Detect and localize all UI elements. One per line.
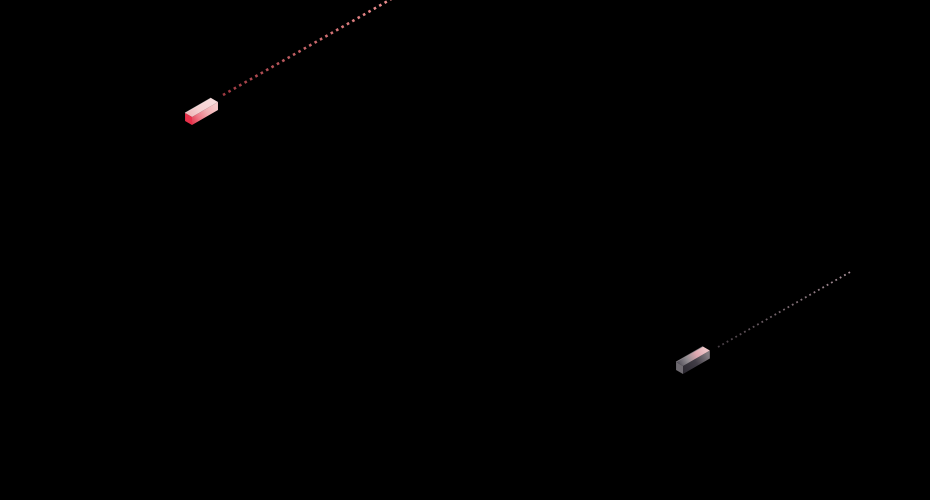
- gray-projectile-top-face: [676, 346, 710, 366]
- red-projectile[interactable]: [184, 97, 218, 125]
- gray-projectile-trajectory: [717, 270, 853, 348]
- red-projectile-trajectory: [222, 0, 393, 97]
- gray-projectile[interactable]: [675, 346, 710, 375]
- red-projectile-top-face: [185, 98, 218, 117]
- red-projectile-edge-highlight: [184, 97, 212, 114]
- gray-projectile-edge-highlight: [675, 346, 704, 363]
- gray-projectile-front-face: [683, 350, 710, 374]
- red-projectile-end-cap: [185, 113, 192, 125]
- red-projectile-front-face: [192, 102, 218, 125]
- gray-projectile-end-cap: [676, 362, 683, 374]
